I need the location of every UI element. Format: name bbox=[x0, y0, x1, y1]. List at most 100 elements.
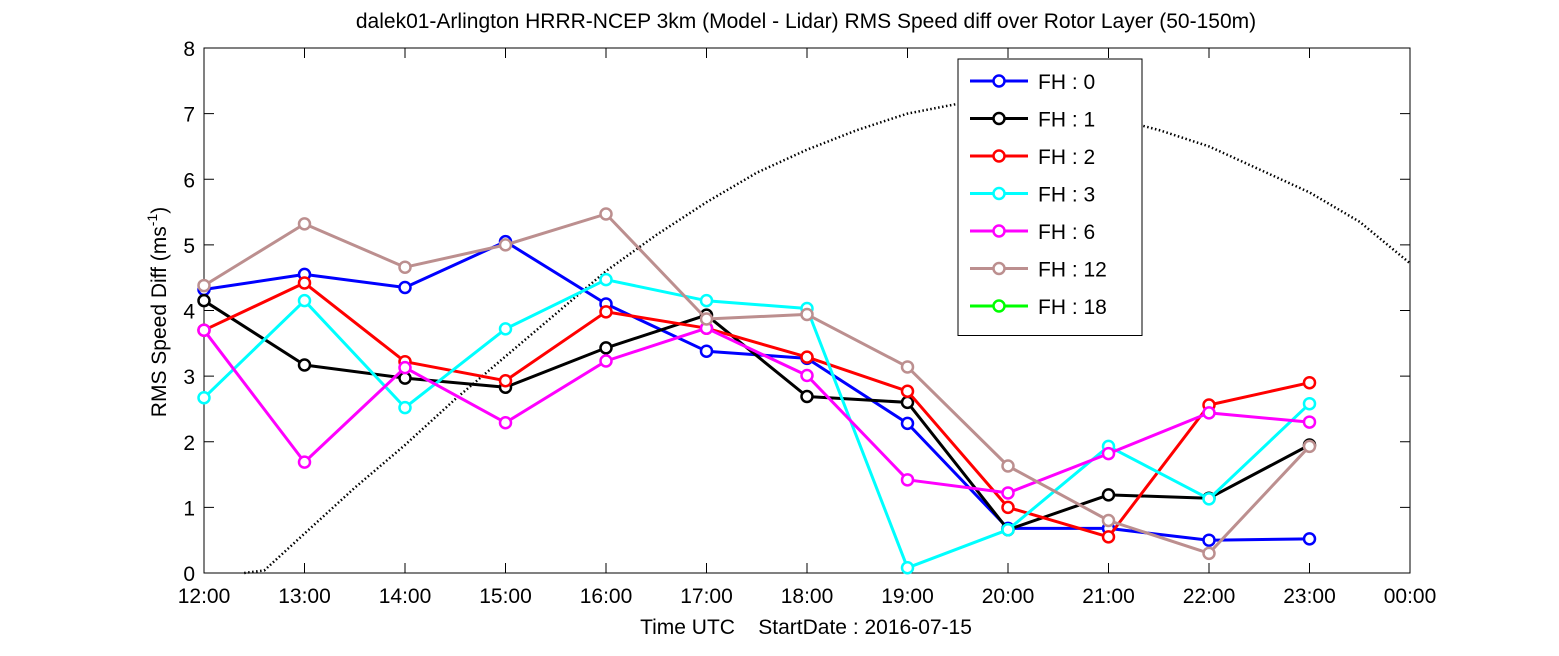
data-point bbox=[800, 389, 814, 404]
x-tick-label: 14:00 bbox=[379, 585, 432, 608]
dotted-curve bbox=[244, 100, 1411, 575]
data-point bbox=[498, 373, 513, 388]
legend-swatch-marker bbox=[992, 261, 1006, 276]
data-point bbox=[1101, 530, 1116, 544]
y-axis: 0 1 2 3 4 5 6 7 8 bbox=[183, 38, 1410, 586]
data-point bbox=[1302, 396, 1317, 411]
series-fh-12 bbox=[197, 207, 1317, 561]
legend-item: FH : 2 bbox=[970, 146, 1095, 169]
data-point bbox=[599, 305, 613, 319]
legend-swatch-marker bbox=[992, 149, 1006, 163]
data-point bbox=[297, 455, 312, 469]
x-tick-label: 23:00 bbox=[1283, 585, 1336, 608]
data-point bbox=[1001, 500, 1015, 515]
legend: FH : 0 FH : 1 FH : 2 FH : 3 FH : 6 FH : 12 FH … bbox=[957, 58, 1143, 336]
y-tick-label: 1 bbox=[183, 497, 195, 520]
data-point bbox=[1302, 375, 1317, 390]
data-point bbox=[1202, 492, 1216, 506]
y-tick-label: 2 bbox=[183, 432, 195, 455]
series-line bbox=[202, 278, 1311, 570]
data-point bbox=[1302, 439, 1317, 454]
x-tick-label: 17:00 bbox=[680, 585, 733, 608]
data-point bbox=[398, 280, 412, 295]
x-tick-label: 12:00 bbox=[178, 585, 231, 608]
y-tick-label: 8 bbox=[183, 38, 195, 61]
series-layer bbox=[197, 207, 1317, 575]
data-point bbox=[197, 278, 211, 293]
data-point bbox=[1101, 446, 1116, 461]
y-tick-label: 6 bbox=[183, 169, 195, 192]
data-point bbox=[1202, 546, 1216, 561]
data-point bbox=[1202, 533, 1216, 547]
data-point bbox=[297, 293, 312, 308]
y-tick-label: 7 bbox=[183, 104, 195, 127]
data-point bbox=[1101, 513, 1116, 528]
data-point bbox=[1001, 459, 1015, 473]
data-point bbox=[699, 312, 714, 326]
legend-box bbox=[957, 58, 1143, 336]
x-axis-label: Time UTC StartDate : 2016-07-15 bbox=[640, 616, 972, 639]
data-point bbox=[900, 416, 915, 431]
series-fh-0 bbox=[197, 234, 1317, 547]
data-point bbox=[498, 322, 513, 336]
data-point bbox=[900, 360, 915, 374]
data-point bbox=[197, 323, 211, 337]
y-axis-label: RMS Speed Diff (ms-1) bbox=[144, 207, 171, 417]
x-tick-label: 16:00 bbox=[580, 585, 633, 608]
legend-swatch-marker bbox=[992, 186, 1006, 201]
x-axis: 12:00 13:00 14:00 15:00 16:00 17:00 18:00 19:00… bbox=[178, 48, 1437, 608]
data-point bbox=[900, 384, 915, 398]
series-fh-6 bbox=[197, 321, 1317, 500]
legend-label: FH : 6 bbox=[1038, 221, 1095, 244]
data-point bbox=[599, 354, 613, 368]
legend-label: FH : 2 bbox=[1038, 146, 1095, 169]
data-point bbox=[197, 293, 211, 308]
legend-swatch-marker bbox=[992, 299, 1006, 313]
chart-title: dalek01-Arlington HRRR-NCEP 3km (Model -… bbox=[356, 10, 1256, 33]
data-point bbox=[197, 391, 211, 405]
x-tick-label: 13:00 bbox=[278, 585, 331, 608]
series-line bbox=[203, 299, 1311, 532]
series-line bbox=[203, 281, 1310, 539]
legend-label: FH : 1 bbox=[1038, 109, 1095, 132]
y-tick-label: 0 bbox=[183, 563, 195, 586]
data-point bbox=[1302, 415, 1317, 429]
data-point bbox=[599, 207, 613, 221]
x-tick-label: 18:00 bbox=[781, 585, 834, 608]
y-tick-label: 3 bbox=[183, 366, 195, 389]
data-point bbox=[800, 307, 814, 322]
data-point bbox=[297, 358, 312, 372]
y-axis-label-superscript: -1 bbox=[144, 214, 160, 227]
x-tick-label: 22:00 bbox=[1183, 585, 1236, 608]
data-point bbox=[1001, 486, 1015, 500]
legend-swatch-marker bbox=[992, 74, 1006, 88]
legend-item: FH : 1 bbox=[970, 109, 1095, 132]
legend-item: FH : 6 bbox=[970, 221, 1095, 244]
data-point bbox=[297, 217, 312, 231]
y-tick-label: 5 bbox=[183, 235, 195, 258]
dotted-curve-line bbox=[244, 100, 1411, 575]
legend-item: FH : 3 bbox=[970, 184, 1095, 207]
legend-item: FH : 12 bbox=[970, 259, 1107, 282]
data-point bbox=[699, 344, 714, 358]
y-axis-label-main: RMS Speed Diff (ms bbox=[148, 226, 171, 417]
y-tick-label: 4 bbox=[183, 301, 195, 324]
data-point bbox=[1101, 488, 1116, 502]
data-point bbox=[599, 341, 613, 355]
data-point bbox=[1302, 532, 1317, 546]
legend-label: FH : 3 bbox=[1038, 184, 1095, 207]
data-point bbox=[800, 350, 814, 364]
data-point bbox=[398, 360, 412, 375]
legend-label: FH : 0 bbox=[1038, 71, 1095, 94]
data-point bbox=[900, 473, 915, 487]
series-fh-3 bbox=[197, 272, 1317, 575]
data-point bbox=[498, 415, 513, 430]
x-tick-label: 20:00 bbox=[982, 585, 1035, 608]
x-tick-label: 00:00 bbox=[1384, 585, 1437, 608]
data-point bbox=[1001, 522, 1015, 537]
data-point bbox=[398, 400, 412, 415]
legend-item: FH : 0 bbox=[970, 71, 1095, 94]
y-axis-label-close: ) bbox=[148, 207, 171, 214]
series-line bbox=[202, 326, 1310, 495]
